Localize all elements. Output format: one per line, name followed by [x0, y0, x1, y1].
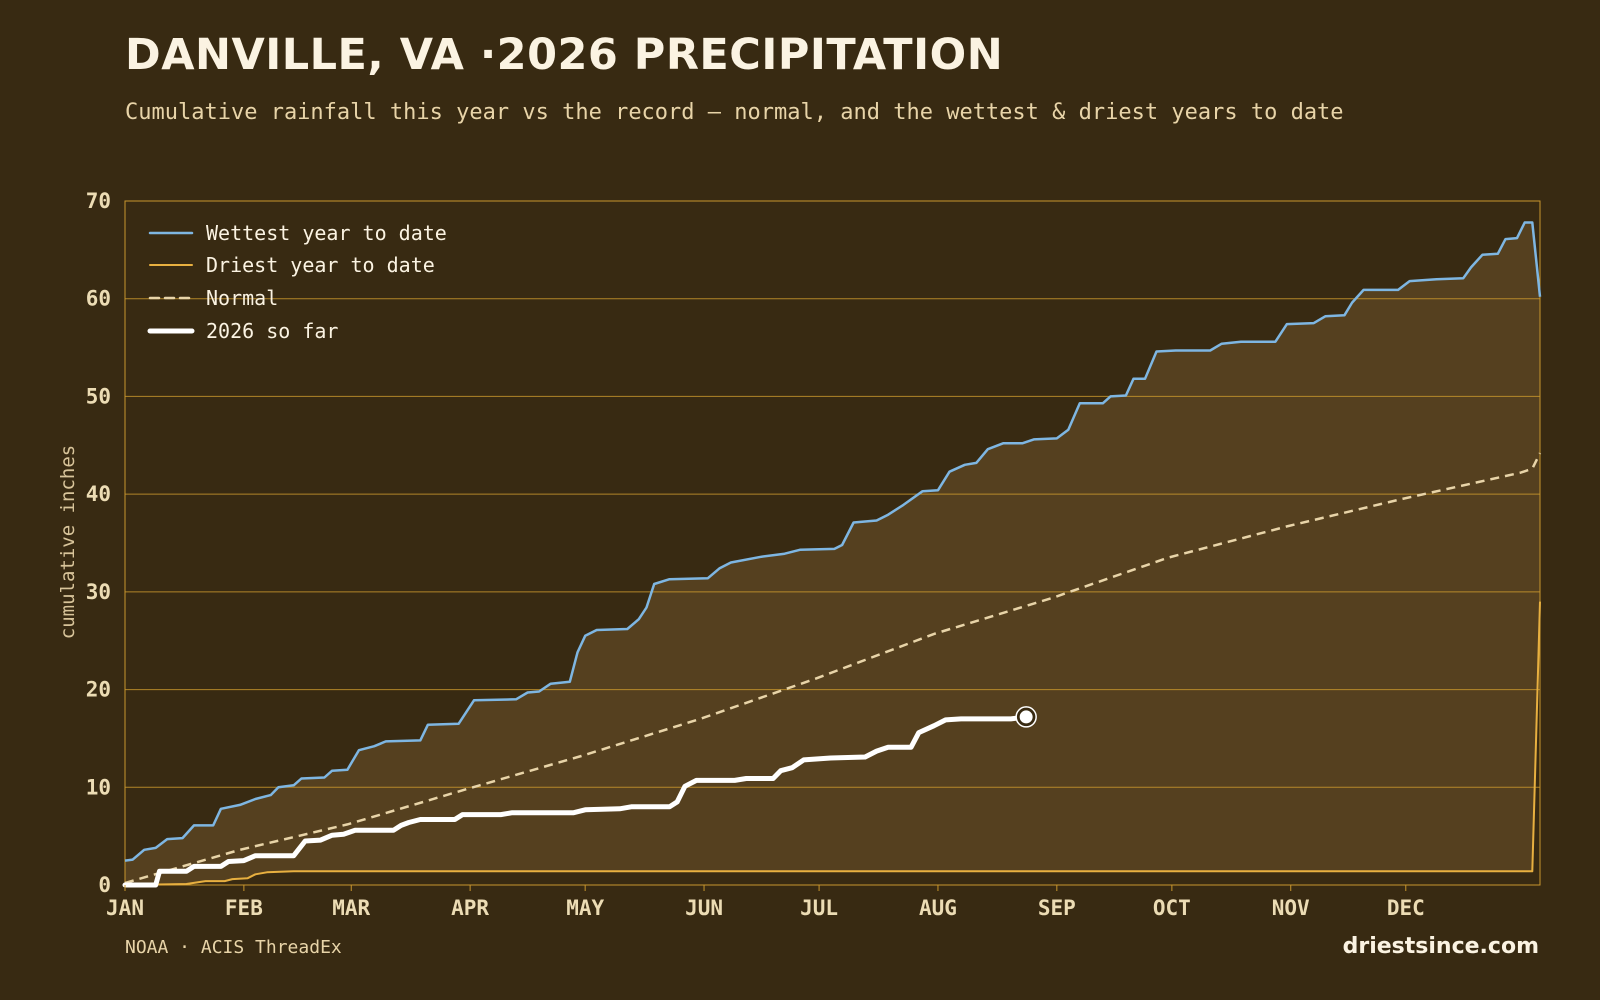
x-tick-label: APR [451, 896, 489, 920]
x-tick-label: DEC [1387, 896, 1425, 920]
source-note: NOAA · ACIS ThreadEx [125, 937, 342, 958]
brand-link[interactable]: driestsince.com [1342, 934, 1539, 959]
current-year-series-line [122, 714, 1029, 888]
y-tick-label: 40 [86, 482, 111, 506]
x-tick-label: OCT [1153, 896, 1191, 920]
y-tick-label: 60 [86, 287, 111, 311]
grid-lines [124, 200, 1541, 886]
legend: Wettest year to date Driest year to date N… [147, 221, 447, 343]
y-tick-label: 70 [86, 189, 111, 213]
plot-frame [124, 200, 1541, 886]
x-tick-label: JUN [685, 896, 723, 920]
current-point-marker [1016, 707, 1036, 727]
x-tick-label: SEP [1038, 896, 1076, 920]
legend-label: 2026 so far [206, 319, 338, 343]
legend-label: Driest year to date [206, 253, 435, 277]
y-tick-label: 30 [86, 580, 111, 604]
wettest-series-line [124, 221, 1542, 862]
driest-series-line [124, 601, 1541, 886]
x-tick-label: FEB [225, 896, 263, 920]
record-range-band [125, 222, 1540, 885]
chart-subtitle: Cumulative rainfall this year vs the rec… [125, 100, 1344, 125]
y-tick-label: 0 [98, 873, 111, 897]
y-tick-label: 50 [86, 384, 111, 408]
x-tick-label: MAY [566, 896, 604, 920]
y-tick-label: 10 [86, 775, 111, 799]
x-tick-label: AUG [919, 896, 957, 920]
y-tick-label: 20 [86, 678, 111, 702]
current-point-ring [1015, 706, 1037, 728]
x-tick-label: MAR [332, 896, 370, 920]
legend-label: Wettest year to date [206, 221, 447, 245]
normal-series-line [124, 452, 1542, 885]
x-tick-label: NOV [1272, 896, 1310, 920]
wet-dry-band [125, 222, 1540, 885]
y-axis-label: cumulative inches [57, 445, 79, 639]
x-tick-label: JUL [800, 896, 838, 920]
series-lines [122, 221, 1542, 888]
chart-title: DANVILLE, VA ·2026 PRECIPITATION [125, 30, 1004, 80]
x-tick-label: JAN [106, 896, 144, 920]
axes: 0 10 20 30 40 50 60 70 JAN FEB MAR APR MAY JUN JUL AUG S… [86, 189, 1425, 920]
legend-label: Normal [206, 286, 278, 310]
